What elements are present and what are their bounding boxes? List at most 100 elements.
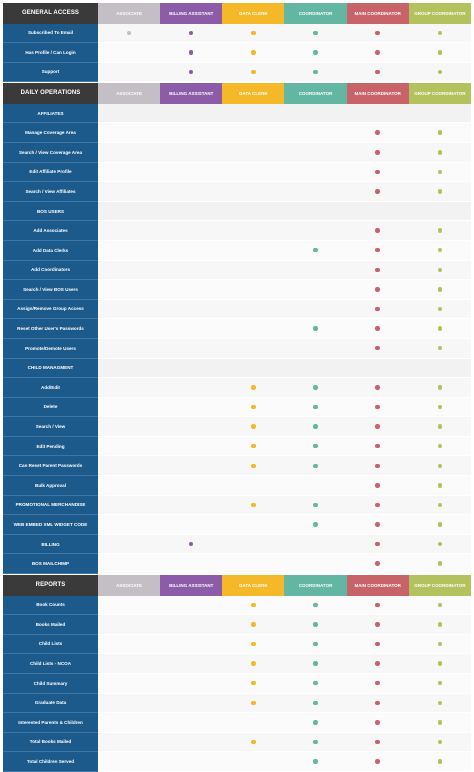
permission-dot-icon	[437, 483, 443, 488]
permission-cell	[346, 123, 409, 143]
permission-cell	[222, 123, 285, 143]
permission-label: Total Books Mailed	[3, 732, 98, 753]
permission-dot-icon	[313, 680, 318, 686]
permission-dot-icon	[251, 602, 256, 608]
permission-dot-icon	[313, 424, 318, 429]
permission-cell	[284, 62, 347, 83]
permission-dot-icon	[313, 641, 318, 647]
permission-dot-icon	[437, 522, 443, 527]
permission-label: Reset Other User's Passwords	[3, 319, 98, 339]
permission-dot-icon	[251, 463, 256, 469]
permission-label: Manage Coverage Area	[3, 123, 98, 143]
permission-cell	[160, 534, 223, 555]
role-header: ASSOCIATE	[98, 3, 161, 24]
role-header: MAIN COORDINATOR	[346, 83, 409, 104]
permission-row: Edit Pending	[3, 436, 471, 457]
permission-cell	[98, 338, 161, 359]
permission-dot-icon	[251, 661, 256, 666]
permission-cell	[408, 693, 471, 714]
permission-label: WEB EMBED XML WIDGET CODE	[3, 515, 98, 535]
permission-cell	[222, 615, 285, 635]
permission-cell	[222, 595, 285, 616]
permission-row: Total Children Served	[3, 752, 471, 772]
permission-cell	[160, 495, 223, 516]
permission-cell	[160, 378, 223, 398]
permission-dot-icon	[375, 189, 380, 194]
permission-label: BILLING	[3, 534, 98, 555]
permission-cell	[222, 299, 285, 320]
permission-cell	[160, 299, 223, 320]
permission-cell	[346, 752, 409, 772]
permission-row: Graduate Data	[3, 693, 471, 714]
permission-dot-icon	[375, 404, 380, 410]
permission-cell	[408, 534, 471, 555]
section-title: GENERAL ACCESS	[3, 3, 98, 24]
permission-dot-icon	[375, 150, 380, 155]
permission-cell	[346, 713, 409, 733]
permission-row: PROMOTIONAL MERCHANDISE	[3, 495, 471, 516]
permission-cell	[346, 319, 409, 339]
permission-cell	[346, 476, 409, 496]
permission-cell	[346, 260, 409, 281]
permission-cell	[346, 338, 409, 359]
permission-label: Search / View	[3, 417, 98, 437]
permission-dot-icon	[375, 247, 380, 253]
permission-cell	[160, 338, 223, 359]
permission-dot-icon	[251, 641, 256, 647]
section-header: REPORTS ASSOCIATE BILLING ASSISTANT DATA CL…	[3, 575, 471, 596]
permission-cell	[222, 752, 285, 772]
permission-label: Delete	[3, 397, 98, 418]
permission-dot-icon	[437, 228, 443, 233]
permission-cell	[346, 495, 409, 516]
permission-row: BOS MAILCHIMP	[3, 554, 471, 575]
permission-dot-icon	[188, 69, 194, 75]
permission-cell	[346, 201, 409, 222]
permission-cell	[160, 182, 223, 202]
permission-dot-icon	[313, 622, 318, 627]
permissions-matrix: GENERAL ACCESS ASSOCIATE BILLING ASSISTANT…	[3, 3, 471, 772]
permission-dot-icon	[437, 641, 443, 647]
permission-row: Add Data Clerks	[3, 240, 471, 261]
permission-dot-icon	[375, 267, 380, 273]
permission-dot-icon	[437, 759, 443, 764]
permission-dot-icon	[188, 541, 194, 547]
role-header: GROUP COORDINATOR	[408, 83, 471, 104]
role-header: MAIN COORDINATOR	[346, 3, 409, 24]
permission-cell	[284, 338, 347, 359]
permission-dot-icon	[437, 169, 443, 175]
permission-dot-icon	[437, 50, 443, 55]
permission-cell	[284, 693, 347, 714]
permission-cell	[346, 280, 409, 300]
permission-dot-icon	[437, 541, 443, 547]
permission-cell	[346, 103, 409, 124]
permission-cell	[408, 417, 471, 437]
permission-cell	[160, 123, 223, 143]
permission-cell	[160, 162, 223, 183]
permission-dot-icon	[375, 561, 380, 566]
permission-cell	[284, 634, 347, 655]
permission-dot-icon	[313, 720, 318, 725]
permission-cell	[284, 476, 347, 496]
permission-cell	[160, 634, 223, 655]
permission-label: Add Coordinators	[3, 260, 98, 281]
permission-cell	[222, 103, 285, 124]
permission-cell	[222, 693, 285, 714]
permission-row: Add/Edit	[3, 378, 471, 398]
role-header: BILLING ASSISTANT	[160, 83, 223, 104]
permission-dot-icon	[437, 345, 443, 351]
permission-cell	[98, 456, 161, 477]
permission-cell	[408, 319, 471, 339]
permission-cell	[98, 732, 161, 753]
permission-cell	[222, 62, 285, 83]
permission-dot-icon	[375, 169, 380, 175]
permission-cell	[160, 732, 223, 753]
permission-dot-icon	[313, 443, 318, 449]
permission-dot-icon	[251, 739, 256, 745]
permission-label: Child Lists	[3, 634, 98, 655]
role-header: BILLING ASSISTANT	[160, 575, 223, 596]
permission-cell	[284, 732, 347, 753]
permission-dot-icon	[251, 502, 256, 508]
permission-label: Bulk Approval	[3, 476, 98, 496]
role-header: DATA CLERK	[222, 3, 285, 24]
permission-label: Search / View Affiliates	[3, 182, 98, 202]
